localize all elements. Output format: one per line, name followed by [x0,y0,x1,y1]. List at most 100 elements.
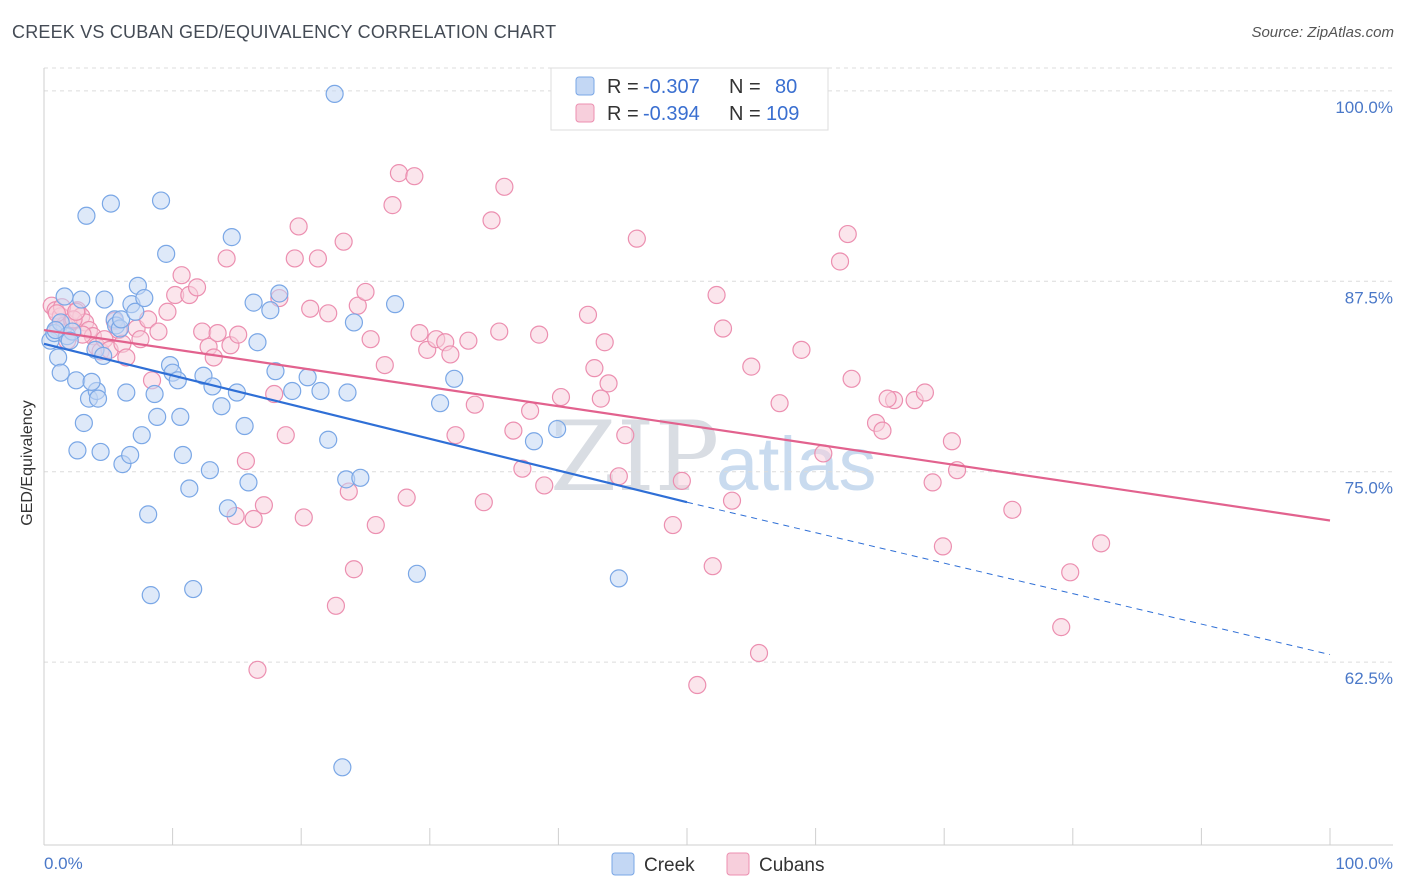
y-tick-label: 62.5% [1345,669,1393,688]
y-tick-labels: 62.5% 75.0% 87.5% 100.0% [1335,98,1393,688]
creek-point [270,284,289,303]
creek-point [145,384,164,404]
cubans-point [397,488,416,507]
creek-point [351,468,370,487]
creek-point [261,301,280,320]
cubans-point [707,285,726,305]
creek-point [67,371,86,390]
cubans-point [585,359,604,378]
cubans-point [410,323,429,343]
creek-point [68,441,87,460]
creek-point [72,290,91,309]
cubans-point [838,224,857,244]
watermark-atlas: atlas [716,422,877,507]
legend-box [550,67,829,131]
creek-point [200,461,219,480]
creek-point [407,564,427,583]
cubans-point [490,322,509,341]
bottom-legend-cubans: Cubans [759,855,825,876]
cubans-point [383,196,402,215]
legend-creek-r-value: -0.307 [643,76,700,98]
cubans-point [375,355,394,375]
cubans-point [551,387,571,407]
cubans-point [722,491,742,510]
cubans-point [289,217,308,236]
cubans-point [1003,500,1022,519]
source-label: Source: ZipAtlas.com [1251,24,1394,41]
creek-point [77,206,96,225]
creek-point [101,194,120,213]
creek-point [171,407,190,426]
creek-point [430,394,450,413]
cubans-point [474,493,493,512]
cubans-point [308,249,328,268]
cubans-point [792,340,811,359]
creek-point [235,416,254,436]
cubans-point [356,282,375,302]
cubans-point [334,232,353,251]
creek-point [266,362,285,381]
cubans-point [713,319,733,338]
cubans-point [530,325,549,344]
cubans-point [301,299,320,318]
creek-point [95,290,114,309]
cubans-point [348,296,367,315]
creek-point [319,430,338,449]
cubans-point [459,331,478,350]
bottom-swatch-cubans [726,852,750,876]
cubans-point [276,426,295,445]
creek-points [41,84,628,777]
correlation-legend: R = -0.307 N = 80 R = -0.394 N = 109 [550,67,829,131]
cubans-point [361,330,380,349]
y-tick-label: 87.5% [1345,288,1393,307]
cubans-point [172,266,191,285]
cubans-point [513,459,532,478]
cubans-point [1052,618,1071,637]
creek-point [151,191,171,210]
cubans-point [609,467,628,486]
cubans-point [1091,534,1111,553]
cubans-point [663,515,682,535]
creek-point [298,368,317,387]
creek-point [141,586,160,605]
cubans-point [933,537,953,556]
creek-point [74,413,93,433]
legend-swatch-creek [575,76,595,96]
creek-point [139,505,158,524]
creek-point [548,419,567,439]
cubans-point [535,476,554,495]
creek-point [385,295,405,314]
trend-lines [43,328,1331,656]
cubans-point [389,164,409,183]
creek-point [344,313,364,332]
cubans-point [193,322,212,341]
cubans-point [217,249,236,268]
legend-creek-n-value: 80 [775,76,797,98]
cubans-point [915,383,935,402]
cubans-point [1061,563,1080,582]
cubans-point [254,496,274,515]
creek-point [283,381,302,401]
cubans-point [595,333,614,352]
creek-point [88,389,108,408]
creek-point [173,445,192,465]
cubans-point [599,374,618,393]
cubans-point [204,348,223,367]
creek-point [609,569,628,588]
cubans-point [770,394,789,413]
creek-point [180,479,199,498]
cubans-point [319,304,338,323]
creek-point [132,426,151,445]
y-tick-label: 100.0% [1335,98,1393,117]
bottom-swatch-creek [611,852,635,876]
cubans-point [830,252,850,271]
cubans-point [229,325,248,344]
creek-point [49,348,68,367]
creek-point [184,579,203,599]
cubans-point [672,471,691,490]
cubans-point [344,560,364,579]
cubans-point [117,348,136,367]
cubans-trend-line [43,328,1331,522]
creek-point [121,445,140,465]
cubans-point [504,421,523,440]
